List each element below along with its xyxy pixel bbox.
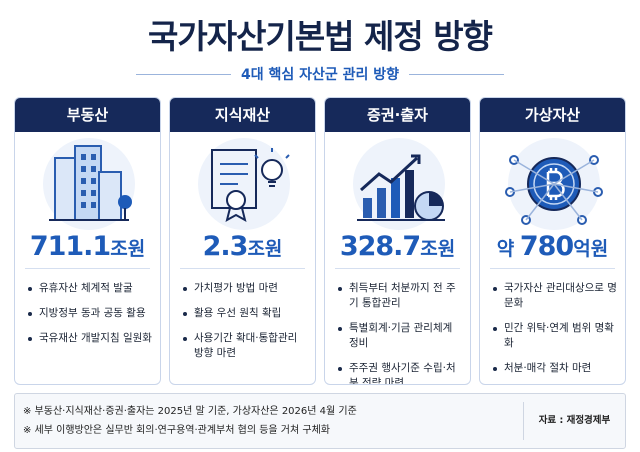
amount-number: 780 (519, 231, 574, 262)
card-header: 부동산 (15, 98, 160, 132)
amount: 약 780억원 (480, 230, 625, 264)
amount: 2.3조원 (170, 230, 315, 264)
amount-number: 711.1 (29, 231, 111, 262)
cards: 부동산 711.1조원 유휴자산 체계적 발굴 지방정부 동과 공동 활용 국유재산 개… (14, 97, 626, 385)
card-icon (198, 138, 290, 230)
subtitle: 4대 핵심 자산군 관리 방향 (240, 67, 400, 83)
item: 취득부터 처분까지 전 주기 통합관리 (337, 281, 462, 311)
notes: ※ 부동산·지식재산·증권·출자는 2025년 말 기준, 가상자산은 2026… (23, 402, 357, 440)
divider (335, 268, 460, 269)
amount-number: 328.7 (339, 231, 421, 262)
rule (135, 73, 231, 75)
card-header: 지식재산 (170, 98, 315, 132)
amount-unit: 조원 (420, 238, 456, 260)
title: 국가자산기본법 제정 방향 (148, 17, 493, 56)
amount-unit: 조원 (247, 238, 283, 260)
card-icon (505, 138, 603, 230)
item: 지방정부 동과 공동 활용 (27, 306, 152, 321)
divider (490, 268, 615, 269)
amount-unit: 조원 (110, 238, 146, 260)
item: 민간 위탁·연계 범위 명확화 (492, 321, 617, 351)
item: 특별회계·기금 관리체계 정비 (337, 321, 462, 351)
item: 사용기간 확대·통합관리 방향 마련 (182, 331, 307, 361)
item: 국유재산 개발지침 일원화 (27, 331, 152, 346)
amount: 711.1조원 (15, 230, 160, 264)
amount-prefix: 약 (496, 238, 515, 260)
item: 처분·매각 절차 마련 (492, 361, 617, 376)
item: 주주권 행사기준 수립·처분 전략 마련 (337, 361, 462, 384)
rule (409, 73, 505, 75)
card-header: 가상자산 (480, 98, 625, 132)
subtitle-row: 4대 핵심 자산군 관리 방향 (0, 64, 640, 84)
footer: ※ 부동산·지식재산·증권·출자는 2025년 말 기준, 가상자산은 2026… (14, 393, 626, 449)
note: ※ 세부 이행방안은 실무반 회의·연구용역·관계부처 협의 등을 거쳐 구체화 (23, 425, 330, 436)
item: 국가자산 관리대상으로 명문화 (492, 281, 617, 311)
amount-number: 2.3 (202, 231, 249, 262)
item: 유휴자산 체계적 발굴 (27, 281, 152, 296)
divider (25, 268, 150, 269)
source: 자료 : 재정경제부 (538, 415, 611, 426)
card-header: 증권·출자 (325, 98, 470, 132)
amount-unit: 억원 (573, 238, 609, 260)
separator (523, 402, 524, 440)
note: ※ 부동산·지식재산·증권·출자는 2025년 말 기준, 가상자산은 2026… (23, 406, 357, 417)
item: 활용 우선 원칙 확립 (182, 306, 307, 321)
amount: 328.7조원 (325, 230, 470, 264)
item: 가치평가 방법 마련 (182, 281, 307, 296)
divider (180, 268, 305, 269)
card-icon (353, 138, 445, 230)
card-icon (43, 138, 135, 230)
